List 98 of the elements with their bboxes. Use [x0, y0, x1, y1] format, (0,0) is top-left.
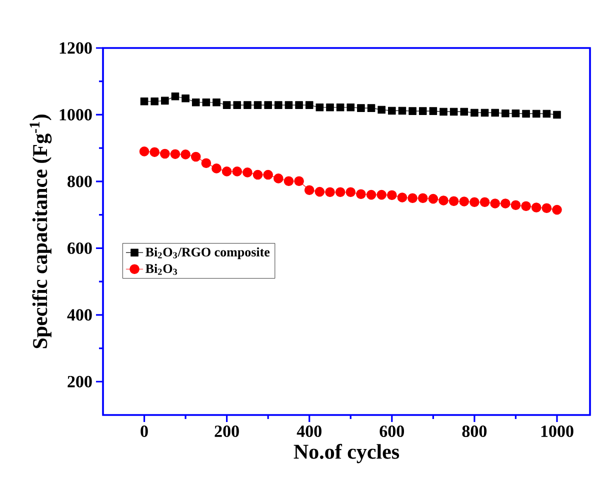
y-tick-label: 200: [68, 376, 92, 388]
point: [460, 108, 468, 116]
point: [150, 147, 160, 157]
point: [202, 98, 210, 106]
point: [500, 198, 510, 208]
point: [150, 97, 158, 106]
point: [491, 108, 499, 117]
point: [182, 94, 190, 102]
point: [264, 101, 272, 109]
point: [325, 187, 335, 198]
point: [284, 101, 293, 109]
point: [480, 197, 490, 208]
point: [512, 109, 520, 118]
point: [532, 110, 540, 118]
point: [376, 190, 386, 200]
point: [346, 187, 356, 198]
point: [304, 185, 314, 196]
point: [274, 101, 282, 109]
point: [263, 170, 273, 180]
point: [140, 97, 148, 106]
point: [470, 108, 478, 117]
point: [418, 107, 427, 115]
point: [502, 109, 510, 118]
x-tick-label: 200: [214, 426, 239, 438]
legend-label: Bi$_{2}$O$_{3}$/RGO composite: [146, 247, 270, 260]
point: [357, 104, 365, 112]
point: [233, 101, 242, 109]
point: [252, 170, 263, 180]
point: [314, 186, 325, 197]
y-tick-label: 1200: [60, 42, 92, 54]
point: [448, 196, 459, 206]
point: [521, 201, 531, 212]
x-tick-label: 400: [296, 426, 322, 438]
point: [542, 110, 551, 118]
point: [408, 193, 418, 204]
point: [160, 148, 170, 159]
point: [274, 174, 284, 184]
point: [294, 176, 304, 186]
y-tick-label: 600: [68, 242, 92, 254]
point: [190, 152, 201, 162]
point: [242, 168, 252, 178]
point: [531, 202, 542, 212]
point: [378, 106, 386, 114]
point: [222, 166, 232, 176]
point: [201, 158, 212, 168]
point: [522, 110, 530, 118]
point: [335, 187, 346, 198]
point: [254, 101, 262, 109]
point: [171, 92, 180, 100]
point: [305, 101, 314, 109]
x-tick-label: 800: [462, 426, 487, 438]
point: [366, 190, 376, 200]
point: [139, 146, 150, 156]
point: [480, 108, 489, 117]
point: [398, 106, 406, 115]
point: [336, 103, 344, 112]
point: [170, 149, 180, 159]
point: [326, 103, 334, 112]
point: [440, 108, 448, 116]
point: [490, 198, 500, 208]
point: [244, 101, 252, 109]
point: [346, 103, 355, 112]
point: [212, 98, 220, 106]
point: [510, 200, 521, 210]
legend-label: Bi$_{2}$O$_{3}$: [146, 264, 178, 275]
point: [408, 107, 416, 115]
x-tick-label: 0: [140, 426, 148, 438]
point: [553, 110, 561, 119]
point: [284, 176, 294, 186]
point: [222, 101, 231, 109]
point: [192, 98, 200, 106]
point: [232, 166, 242, 176]
point: [459, 196, 470, 206]
x-tick-label: 1000: [541, 426, 574, 438]
point: [418, 193, 428, 204]
point: [295, 101, 303, 109]
point: [438, 196, 448, 206]
y-tick-label: 800: [68, 176, 92, 188]
y-tick-label: 1000: [60, 108, 92, 120]
point: [552, 204, 562, 215]
point: [387, 190, 397, 200]
point: [428, 194, 438, 204]
point: [397, 192, 408, 202]
x-tick-label: 600: [380, 426, 404, 438]
point: [316, 103, 324, 112]
y-tick-label: 400: [67, 309, 92, 321]
point: [180, 150, 190, 160]
point: [212, 164, 222, 174]
point: [388, 106, 396, 115]
y-axis-title: Specific capacitance (Fg$^{-1}$): [30, 114, 52, 348]
point: [450, 108, 458, 116]
point: [542, 203, 552, 214]
point: [161, 96, 169, 105]
point: [356, 189, 366, 200]
point: [367, 104, 376, 112]
point: [429, 107, 438, 115]
point: [470, 197, 480, 208]
x-axis-title: No.of cycles: [294, 444, 400, 464]
